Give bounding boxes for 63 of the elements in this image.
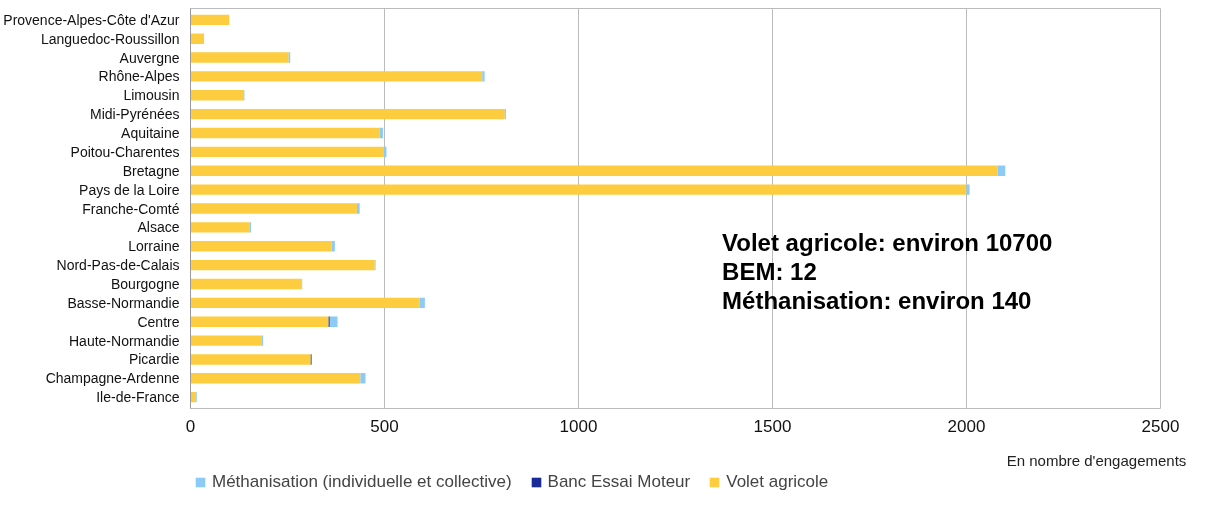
y-tick-label: Bretagne (122, 162, 180, 179)
x-axis-title: En nombre d'engagements (1006, 451, 1187, 469)
bar (419, 297, 425, 309)
bar (190, 14, 230, 26)
bar (190, 222, 250, 233)
annotation: BEM: 12 (722, 257, 817, 285)
y-tick-label: Haute-Normandie (69, 332, 180, 349)
annotation: Volet agricole: environ 10700 (722, 228, 1053, 256)
bar (190, 71, 483, 82)
bar (190, 33, 204, 44)
y-tick-label: Basse-Normandie (67, 294, 180, 311)
bar (190, 90, 244, 101)
y-tick-label: Languedoc-Roussillon (40, 30, 180, 47)
bar (190, 108, 505, 120)
bar (383, 146, 387, 158)
x-tick-label: 2000 (947, 416, 986, 436)
x-tick-label: 1000 (559, 416, 598, 436)
bar (190, 165, 998, 176)
y-tick-label: Nord-Pas-de-Calais (56, 257, 180, 274)
x-tick-label: 2500 (1141, 416, 1180, 436)
x-tick-label: 1500 (753, 416, 792, 436)
y-tick-label: Aquitaine (121, 125, 180, 142)
y-tick-label: Limousin (123, 87, 180, 104)
y-tick-label: Lorraine (128, 238, 180, 255)
bar (190, 127, 380, 139)
y-tick-label: Picardie (128, 351, 180, 368)
y-tick-label: Rhône-Alpes (98, 68, 180, 85)
y-tick-label: Ile-de-France (96, 389, 180, 406)
y-tick-label: Auvergne (119, 49, 180, 66)
bar (329, 316, 338, 327)
y-tick-label: Midi-Pyrénées (90, 106, 180, 123)
annotation: Méthanisation: environ 140 (722, 287, 1032, 315)
y-tick-label: Provence-Alpes-Côte d'Azur (3, 11, 180, 28)
bar (190, 278, 302, 290)
bar (190, 259, 375, 271)
bar (356, 203, 360, 214)
legend-label: Méthanisation (individuelle et collective) (212, 472, 512, 492)
bar (379, 127, 383, 139)
y-tick-label: Bourgogne (111, 275, 180, 292)
bar (190, 297, 420, 309)
y-tick-label: Poitou-Charentes (70, 143, 180, 160)
bar (190, 52, 289, 63)
bar (190, 241, 332, 252)
bar (331, 241, 335, 252)
bar (190, 354, 311, 365)
y-tick-label: Champagne-Ardenne (45, 370, 180, 387)
bar (190, 184, 967, 195)
bar (190, 335, 262, 346)
bar (966, 184, 970, 195)
legend-label: Banc Essai Moteur (547, 472, 691, 492)
bar (190, 203, 357, 214)
bar (482, 71, 485, 82)
x-tick-label: 500 (370, 416, 399, 436)
x-tick-label: 0 (185, 416, 196, 436)
bar (190, 373, 361, 384)
y-tick-label: Franche-Comté (82, 200, 180, 217)
bar (190, 146, 384, 158)
bar (190, 316, 329, 327)
y-tick-label: Alsace (137, 219, 180, 236)
y-tick-label: Centre (137, 313, 180, 330)
y-tick-label: Pays de la Loire (79, 181, 180, 198)
legend-label: Volet agricole (726, 472, 829, 492)
bar (360, 373, 366, 384)
